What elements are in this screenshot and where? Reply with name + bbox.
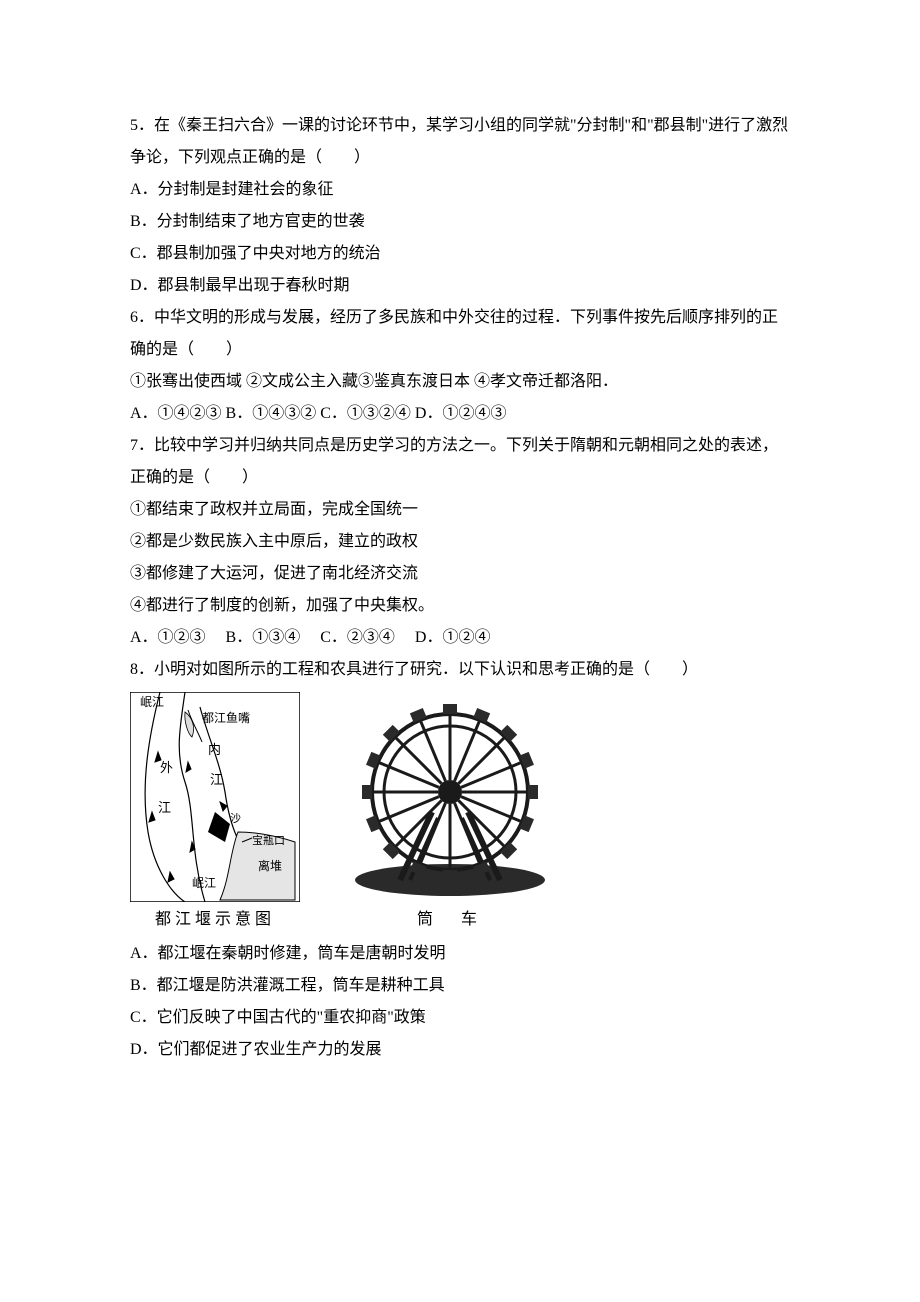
q8-stem: 8．小明对如图所示的工程和农具进行了研究．以下认识和思考正确的是（ ） xyxy=(130,654,790,686)
page: 5．在《秦王扫六合》一课的讨论环节中，某学习小组的同学就"分封制"和"郡县制"进… xyxy=(0,0,920,1126)
q7-sub3: ③都修建了大运河，促进了南北经济交流 xyxy=(130,558,790,590)
tongche-caption: 筒 车 xyxy=(417,904,483,936)
label-wai: 外 xyxy=(160,760,173,775)
label-baopingkou: 宝瓶口 xyxy=(252,833,285,847)
q5-option-a: A．分封制是封建社会的象征 xyxy=(130,174,790,206)
q8-option-d: D．它们都促进了农业生产力的发展 xyxy=(130,1034,790,1066)
q8-option-c: C．它们反映了中国古代的"重农抑商"政策 xyxy=(130,1002,790,1034)
q7-sub2: ②都是少数民族入主中原后，建立的政权 xyxy=(130,526,790,558)
dujiangyan-map: 岷江 都江鱼嘴 内 外 江 江 沙 宝瓶口 岷江 离堆 xyxy=(130,692,300,902)
label-jiang-inner: 江 xyxy=(210,772,223,787)
q7-sub4: ④都进行了制度的创新，加强了中央集权。 xyxy=(130,590,790,622)
label-minjiang-bot: 岷江 xyxy=(192,875,216,890)
q7-stem: 7．比较中学习并归纳共同点是历史学习的方法之一。下列关于隋朝和元朝相同之处的表述… xyxy=(130,430,790,494)
q5-stem: 5．在《秦王扫六合》一课的讨论环节中，某学习小组的同学就"分封制"和"郡县制"进… xyxy=(130,110,790,174)
q6-stem: 6．中华文明的形成与发展，经历了多民族和中外交往的过程．下列事件按先后顺序排列的… xyxy=(130,302,790,366)
label-yuzui: 都江鱼嘴 xyxy=(202,711,250,725)
q8-option-a: A．都江堰在秦朝时修建，筒车是唐朝时发明 xyxy=(130,938,790,970)
q6-items: ①张骞出使西域 ②文成公主入藏③鉴真东渡日本 ④孝文帝迁都洛阳． xyxy=(130,366,790,398)
label-jiang-outer: 江 xyxy=(158,800,171,815)
q6-options: A．①④②③ B．①④③② C．①③②④ D．①②④③ xyxy=(130,398,790,430)
q7-sub1: ①都结束了政权并立局面，完成全国统一 xyxy=(130,494,790,526)
label-sha: 沙 xyxy=(230,812,241,825)
tongche-figure: 筒 车 xyxy=(340,692,560,936)
label-nei: 内 xyxy=(208,742,221,757)
q7-options: A．①②③ B．①③④ C．②③④ D．①②④ xyxy=(130,622,790,654)
label-minjiang-top: 岷江 xyxy=(140,694,164,709)
label-lidui: 离堆 xyxy=(258,858,282,873)
q8-option-b: B．都江堰是防洪灌溉工程，筒车是耕种工具 xyxy=(130,970,790,1002)
q5-option-b: B．分封制结束了地方官吏的世袭 xyxy=(130,206,790,238)
dujiangyan-caption: 都江堰示意图 xyxy=(155,904,275,936)
dujiangyan-figure: 岷江 都江鱼嘴 内 外 江 江 沙 宝瓶口 岷江 离堆 都江堰示意图 xyxy=(130,692,300,936)
figure-row: 岷江 都江鱼嘴 内 外 江 江 沙 宝瓶口 岷江 离堆 都江堰示意图 xyxy=(130,692,790,936)
q5-option-d: D．郡县制最早出现于春秋时期 xyxy=(130,270,790,302)
q5-option-c: C．郡县制加强了中央对地方的统治 xyxy=(130,238,790,270)
tongche-wheel xyxy=(340,692,560,902)
